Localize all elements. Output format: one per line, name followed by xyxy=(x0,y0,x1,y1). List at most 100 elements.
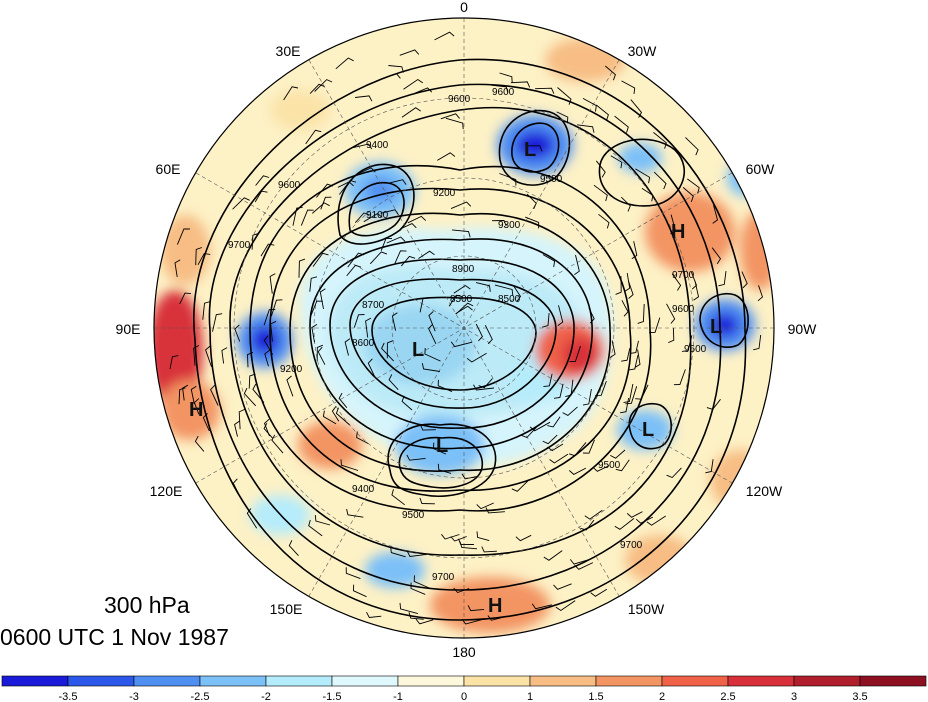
wind-barb xyxy=(582,439,595,454)
wind-barb xyxy=(580,519,595,531)
wind-barb xyxy=(202,413,210,432)
wind-barb xyxy=(247,351,254,368)
wind-barb xyxy=(441,534,460,540)
wind-barb xyxy=(718,271,727,287)
colorbar-tick-label: 1.5 xyxy=(588,691,603,702)
wind-barb xyxy=(369,251,388,265)
wind-barb xyxy=(491,84,509,93)
wind-barb xyxy=(512,285,522,302)
wind-barb xyxy=(499,173,517,186)
wind-barb xyxy=(757,285,764,302)
wind-barb xyxy=(221,347,228,364)
wind-barb xyxy=(649,317,661,334)
wind-barb xyxy=(270,320,277,342)
colorbar-box xyxy=(67,675,135,687)
wind-barb xyxy=(614,518,635,530)
wind-barb xyxy=(400,223,417,230)
wind-barb xyxy=(243,387,257,407)
wind-barb xyxy=(401,395,413,411)
wind-barb xyxy=(344,338,351,356)
wind-barb xyxy=(711,247,722,265)
contour-label: 9600 xyxy=(278,180,301,191)
geopotential-height-contours xyxy=(193,58,749,621)
wind-barb xyxy=(408,612,424,620)
wind-barb xyxy=(424,347,441,362)
contour-label: 9500 xyxy=(598,460,621,471)
wind-barb xyxy=(466,352,487,363)
wind-barb xyxy=(459,541,478,550)
wind-barb xyxy=(629,340,639,354)
wind-barb xyxy=(625,386,638,405)
wind-barb xyxy=(547,416,561,428)
wind-barb xyxy=(634,349,641,368)
wind-barb xyxy=(355,95,373,102)
colorbar: -3.5 -3 -2.5 -2 -1.5 -1 0 1 1.5 2 2.5 3 3.5 xyxy=(1,675,927,702)
wind-barb xyxy=(543,373,553,388)
wind-barb xyxy=(621,300,629,317)
lon-label-150w: 150W xyxy=(628,601,665,617)
wind-barb xyxy=(712,204,719,224)
wind-barb xyxy=(440,113,460,120)
wind-barb xyxy=(391,312,398,331)
wind-barb xyxy=(399,602,418,615)
wind-barb xyxy=(481,546,497,553)
wind-barb xyxy=(529,421,551,432)
contour-label: 9700 xyxy=(228,240,251,251)
wind-barb xyxy=(631,241,638,260)
wind-barb xyxy=(193,398,200,415)
wind-barbs xyxy=(169,31,764,625)
lon-label-60e: 60E xyxy=(156,161,181,177)
wind-barb xyxy=(415,618,434,625)
wind-barb xyxy=(195,247,203,266)
wind-barb xyxy=(434,31,455,41)
lon-label-90e: 90E xyxy=(116,321,141,337)
wind-barb xyxy=(202,301,211,320)
polar-stereographic-map: 9600 9600 9400 9500 9300 9100 9200 8900 … xyxy=(116,0,818,660)
wind-barb xyxy=(176,228,190,245)
lon-label-60w: 60W xyxy=(746,161,776,177)
wind-barb xyxy=(238,408,245,430)
colorbar-box xyxy=(595,675,663,687)
wind-barb xyxy=(687,178,700,194)
colorbar-tick-label: 3 xyxy=(791,691,797,702)
wind-barb xyxy=(363,213,383,223)
wind-barb xyxy=(623,383,634,404)
colorbar-box xyxy=(727,675,795,687)
lon-label-120w: 120W xyxy=(746,483,783,499)
wind-barb xyxy=(403,78,424,90)
wind-barb xyxy=(574,254,580,275)
wind-barb xyxy=(595,380,607,396)
wind-barb xyxy=(557,305,564,326)
contour-label: 9600 xyxy=(492,87,515,98)
wind-barb xyxy=(346,264,362,277)
wind-barb xyxy=(461,618,482,625)
contour-label: 9600 xyxy=(448,94,471,105)
wind-barb xyxy=(316,183,334,198)
wind-barb xyxy=(314,515,331,526)
wind-barb xyxy=(169,355,179,370)
wind-barb xyxy=(437,379,453,393)
wind-barb xyxy=(410,582,426,595)
wind-barb xyxy=(455,302,474,315)
wind-barb xyxy=(621,80,636,94)
wind-barb xyxy=(380,237,392,251)
colorbar-tick-label: 3.5 xyxy=(852,691,867,702)
contour-label: 9400 xyxy=(352,484,375,495)
wind-barb xyxy=(671,273,682,291)
wind-barb xyxy=(628,355,639,371)
colorbar-tick-label: 0 xyxy=(461,691,467,702)
map-boundary xyxy=(153,17,775,639)
wind-barb xyxy=(305,129,322,145)
wind-barb xyxy=(588,307,595,324)
wind-barb xyxy=(568,442,587,457)
wind-barb xyxy=(577,124,595,133)
wind-barb xyxy=(484,325,493,345)
wind-barb xyxy=(388,65,404,73)
colorbar-box xyxy=(529,675,597,687)
colorbar-box xyxy=(463,675,531,687)
lon-label-120e: 120E xyxy=(150,483,183,499)
lon-label-30e: 30E xyxy=(276,43,301,59)
colorbar-ticks: -3.5 -3 -2.5 -2 -1.5 -1 0 1 1.5 2 2.5 3 3.5 xyxy=(59,691,868,702)
contour-label: 9600 xyxy=(684,344,707,355)
wind-barb xyxy=(467,605,485,612)
